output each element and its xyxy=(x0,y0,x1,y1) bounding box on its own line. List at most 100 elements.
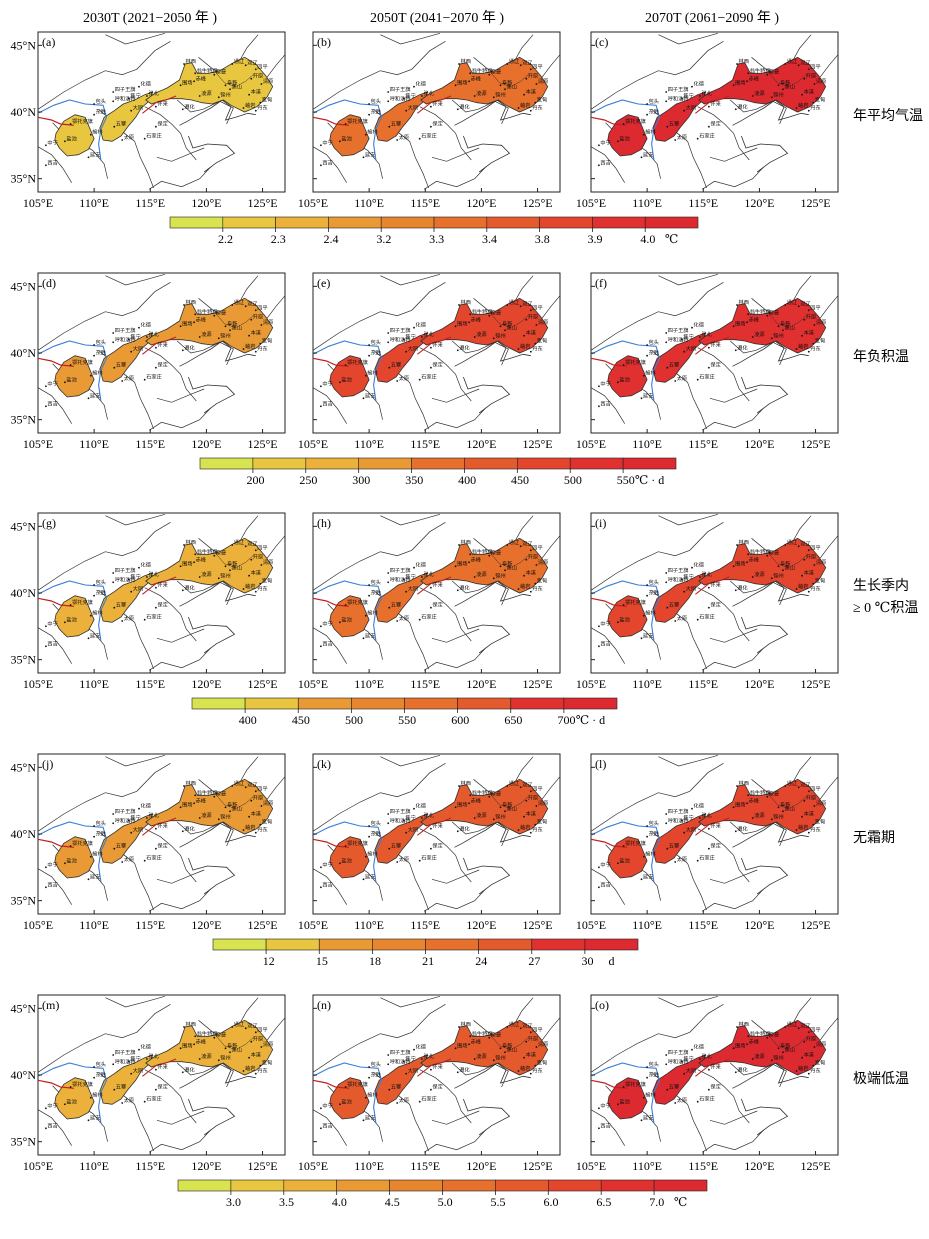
station-dot xyxy=(130,350,133,353)
station-label: 双辽 xyxy=(247,58,258,66)
colorbar-segment xyxy=(297,697,352,710)
station-dot xyxy=(193,802,196,805)
station-dot xyxy=(155,346,157,349)
station-label: 延安 xyxy=(365,391,375,399)
colorbar-segment xyxy=(495,1179,549,1192)
station-dot xyxy=(217,577,220,580)
lon-tick-label: 115°E xyxy=(410,677,440,691)
colorbar-tick-label: 3.5 xyxy=(279,1195,294,1209)
station-label: 翁牛特旗 xyxy=(750,1029,771,1037)
station-label: 奈曼 xyxy=(216,549,226,557)
province-boundary xyxy=(37,40,171,110)
station-dot xyxy=(734,349,737,352)
station-dot xyxy=(364,133,367,136)
coastline xyxy=(732,99,809,126)
colorbar-tick-label: 250 xyxy=(299,473,317,487)
station-label: 开原 xyxy=(806,554,816,561)
province-boundary xyxy=(312,387,347,424)
lon-tick-label: 125°E xyxy=(247,918,277,932)
station-label: 延安 xyxy=(643,391,653,399)
lon-tick-label: 110°E xyxy=(79,196,109,210)
lon-tick-label: 120°E xyxy=(191,196,221,210)
station-dot xyxy=(813,564,816,566)
station-dot xyxy=(254,549,257,552)
station-dot xyxy=(93,1076,95,1079)
station-label: 阜新 xyxy=(780,559,790,567)
station-dot xyxy=(751,95,754,97)
station-label: 集宁 xyxy=(130,92,140,100)
study-region xyxy=(420,1019,549,1076)
lon-tick-label: 125°E xyxy=(247,437,277,451)
panel-label: (n) xyxy=(317,998,331,1012)
province-boundary xyxy=(312,627,347,664)
map-frame xyxy=(312,272,561,434)
station-dot xyxy=(138,566,140,569)
station-dot xyxy=(155,847,157,850)
station-label: 本溪 xyxy=(526,1051,536,1059)
colorbar-segment xyxy=(653,1179,708,1192)
station-label: 太原 xyxy=(399,374,409,382)
study-region xyxy=(652,813,707,864)
station-label: 石家庄 xyxy=(421,613,437,621)
coastline xyxy=(179,340,256,367)
station-dot xyxy=(388,125,391,128)
station-dot xyxy=(506,63,509,65)
station-label: 围场 xyxy=(182,319,192,327)
province-boundary xyxy=(144,106,197,161)
station-label: 锦州 xyxy=(220,90,230,98)
station-dot xyxy=(113,1088,116,1091)
station-dot xyxy=(803,558,806,561)
station-dot xyxy=(666,1088,669,1091)
lon-tick-label: 105°E xyxy=(298,1159,328,1173)
station-label: 太原 xyxy=(124,374,134,382)
station-dot xyxy=(458,544,460,546)
colorbar-tick-label: 350 xyxy=(405,473,423,487)
row-label-line: 年平均气温 xyxy=(853,108,923,124)
station-label: 张北 xyxy=(701,1052,712,1060)
station-label: 黑山 xyxy=(785,1045,795,1053)
panel-label: (c) xyxy=(595,35,608,49)
station-dot xyxy=(732,325,735,328)
station-dot xyxy=(696,378,699,381)
station-dot xyxy=(320,866,322,869)
row-label: 生长季内≥ 0 ℃积温 xyxy=(853,578,918,616)
station-dot xyxy=(708,606,710,609)
province-boundary xyxy=(419,828,472,883)
study-region xyxy=(99,332,154,383)
station-label: 阜新 xyxy=(780,800,790,808)
row-label-line: 无霜期 xyxy=(853,830,895,846)
station-label: 阜新 xyxy=(502,78,512,86)
station-dot xyxy=(213,314,216,317)
station-dot xyxy=(430,1068,432,1071)
colorbar-tick-label: 7.0 xyxy=(649,1195,664,1209)
station-dot xyxy=(770,577,773,580)
station-label: 赤峰 xyxy=(471,555,481,563)
station-label: 西吉 xyxy=(47,881,57,888)
station-dot xyxy=(766,554,769,557)
station-label: 呼和浩特 xyxy=(668,94,689,102)
station-label: 林西 xyxy=(739,538,749,546)
station-label: 锦州 xyxy=(495,90,505,98)
station-dot xyxy=(797,1027,800,1030)
station-dot xyxy=(430,606,432,609)
station-label: 本溪 xyxy=(526,569,536,577)
lon-tick-label: 120°E xyxy=(466,437,496,451)
station-label: 东胜 xyxy=(649,108,659,116)
station-dot xyxy=(260,564,263,566)
colorbar-segment xyxy=(372,938,426,951)
station-label: 集宁 xyxy=(130,573,140,581)
station-label: 包头 xyxy=(649,338,659,346)
station-label: 太原 xyxy=(677,133,687,141)
station-label: 鄂托克旗 xyxy=(347,358,368,366)
station-dot xyxy=(320,144,322,147)
station-dot xyxy=(473,817,476,819)
panel-label: (b) xyxy=(317,35,331,49)
station-label: 呼和浩特 xyxy=(390,335,411,343)
station-dot xyxy=(248,574,251,577)
row-label: 极端低温 xyxy=(853,1071,909,1087)
station-label: 大同 xyxy=(686,1067,696,1075)
colorbar-segment xyxy=(622,457,677,470)
station-dot xyxy=(320,1127,322,1130)
